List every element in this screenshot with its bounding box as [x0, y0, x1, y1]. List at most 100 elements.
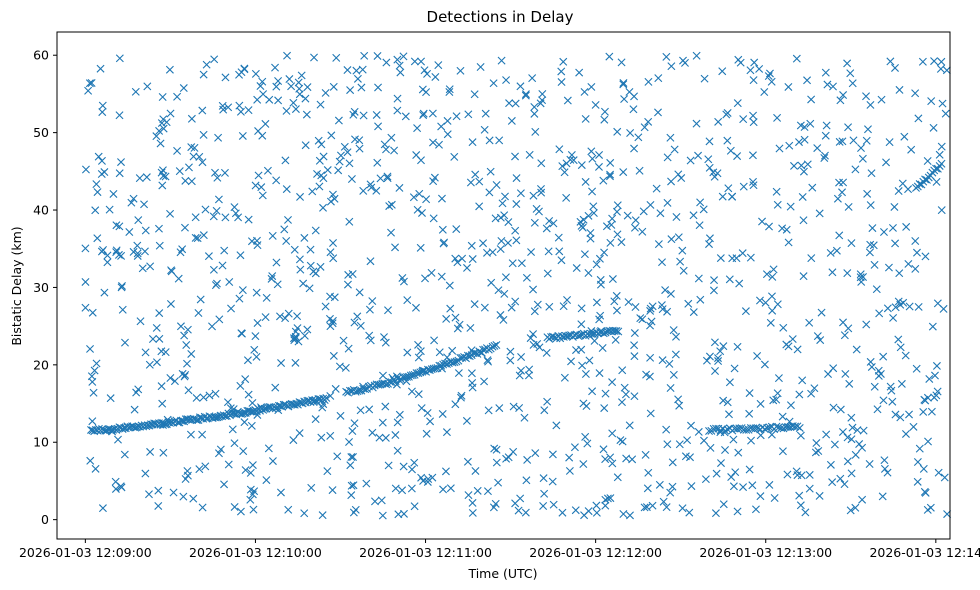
- data-point: [274, 77, 283, 85]
- data-point: [662, 425, 671, 434]
- data-point: [396, 68, 405, 77]
- data-point: [211, 281, 220, 290]
- data-point: [784, 342, 793, 351]
- data-point: [281, 314, 290, 323]
- data-point: [772, 395, 781, 404]
- data-point: [835, 178, 844, 187]
- data-point: [140, 200, 149, 209]
- data-point: [430, 173, 439, 182]
- data-point: [440, 238, 449, 247]
- data-point: [370, 497, 379, 506]
- data-point: [339, 336, 348, 345]
- data-point: [251, 181, 260, 190]
- data-point: [662, 52, 671, 61]
- data-point: [115, 169, 124, 178]
- data-point: [805, 470, 814, 479]
- data-point: [495, 404, 504, 413]
- data-point: [517, 352, 526, 361]
- data-point: [705, 240, 714, 249]
- data-point: [880, 464, 889, 473]
- data-point: [184, 163, 193, 172]
- data-point: [344, 344, 353, 353]
- data-point: [600, 107, 609, 116]
- data-point: [731, 468, 740, 477]
- data-point: [201, 205, 210, 214]
- data-point: [601, 389, 610, 398]
- data-point: [438, 409, 447, 418]
- data-point: [894, 335, 903, 344]
- data-point: [940, 473, 949, 482]
- data-point: [276, 488, 285, 497]
- data-point: [621, 390, 630, 399]
- data-point: [174, 274, 183, 283]
- data-point: [836, 474, 845, 483]
- data-point: [462, 416, 471, 425]
- data-point: [343, 66, 352, 75]
- data-point: [611, 335, 620, 344]
- data-point: [257, 183, 266, 192]
- data-point: [612, 326, 621, 335]
- data-point: [450, 152, 459, 161]
- data-point: [193, 234, 202, 243]
- data-point: [391, 431, 400, 440]
- data-point: [618, 437, 627, 446]
- data-point: [533, 300, 542, 309]
- data-point: [158, 399, 167, 408]
- data-point: [709, 286, 718, 295]
- data-point: [480, 125, 489, 134]
- data-point: [497, 56, 506, 65]
- data-point: [845, 379, 854, 388]
- data-point: [765, 222, 774, 231]
- data-point: [297, 71, 306, 80]
- data-point: [614, 327, 623, 336]
- data-point: [184, 386, 193, 395]
- data-point: [326, 322, 335, 331]
- data-point: [305, 284, 314, 293]
- data-point: [322, 393, 331, 402]
- data-point: [617, 58, 626, 67]
- data-point: [577, 320, 586, 329]
- data-point: [348, 270, 357, 278]
- data-point: [687, 421, 695, 430]
- data-point: [924, 437, 933, 446]
- data-point: [765, 423, 774, 432]
- data-point: [211, 413, 220, 422]
- data-point: [423, 69, 432, 78]
- data-point: [900, 132, 909, 141]
- data-point: [941, 109, 950, 118]
- data-point: [895, 85, 904, 94]
- data-point: [157, 347, 166, 356]
- data-point: [408, 371, 417, 380]
- data-point: [92, 359, 101, 368]
- data-point: [911, 89, 920, 98]
- data-point: [238, 286, 247, 295]
- data-point: [730, 364, 739, 373]
- x-tick-label: 2026-01-03 12:13:00: [699, 545, 832, 560]
- data-point: [411, 303, 420, 312]
- data-point: [666, 133, 675, 142]
- data-point: [264, 444, 273, 453]
- data-point: [131, 87, 140, 96]
- data-point: [484, 345, 493, 354]
- data-point: [473, 486, 482, 495]
- data-point: [159, 124, 168, 133]
- data-point: [359, 111, 368, 120]
- data-point: [836, 96, 845, 105]
- data-point: [378, 371, 387, 380]
- data-point: [606, 172, 614, 181]
- data-point: [96, 64, 105, 73]
- data-point: [748, 481, 757, 490]
- data-point: [782, 225, 791, 234]
- data-point: [821, 131, 830, 140]
- data-point: [422, 88, 431, 97]
- data-point: [630, 92, 639, 101]
- data-point: [755, 296, 764, 305]
- data-point: [599, 329, 608, 338]
- x-tick-label: 2026-01-03 12:14:00: [869, 545, 980, 560]
- data-point: [487, 278, 496, 287]
- data-point: [623, 211, 632, 220]
- data-point: [268, 272, 277, 281]
- data-point: [527, 248, 536, 257]
- data-point: [866, 201, 875, 210]
- data-point: [456, 393, 465, 402]
